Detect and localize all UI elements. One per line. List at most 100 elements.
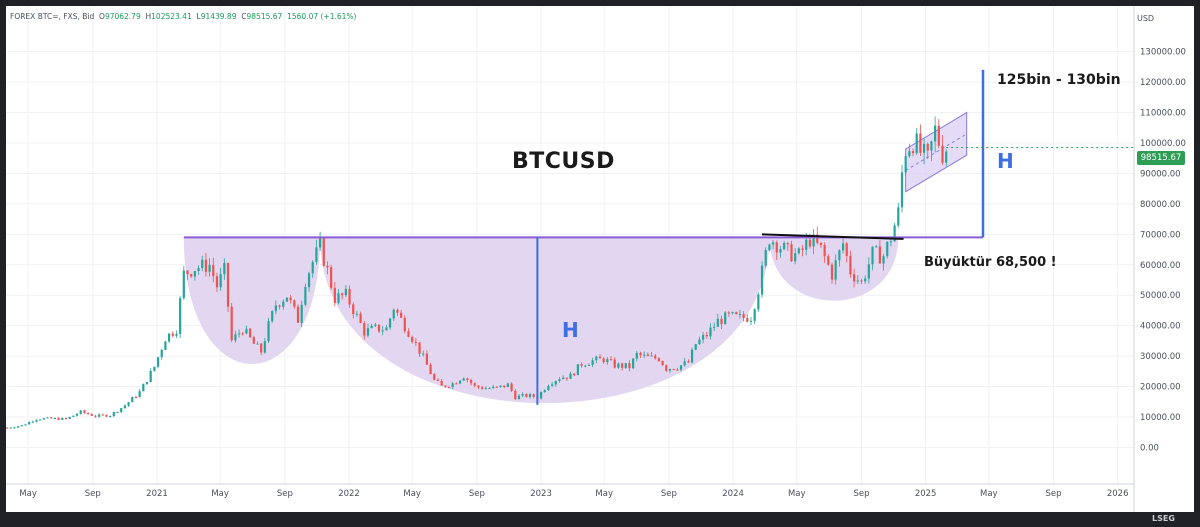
candle-body [808,239,812,247]
candle-body [573,373,576,376]
candle-body [558,379,561,382]
candle-body [790,244,793,262]
candle-body [654,355,657,359]
candle-body [779,249,782,253]
candle-body [120,408,123,412]
cup-height-label: H [562,318,579,342]
x-tick-label: Sep [277,489,293,499]
candle-body [528,394,532,397]
candle-body [690,349,694,363]
candle-body [359,313,362,323]
candle-body [212,264,215,277]
candle-body [473,383,476,386]
candle-body [31,421,34,423]
x-tick-label: 2025 [915,489,937,499]
candle-body [543,390,546,393]
candle-body [783,242,786,250]
candle-body [348,288,351,305]
candle-body [282,301,285,307]
candle-body [926,143,929,151]
candle-body [819,242,823,246]
candle-body [713,326,716,328]
candle-body [864,278,867,282]
candle-body [466,378,469,381]
high-value: 102523.41 [151,12,192,21]
x-tick-label: May [19,489,37,499]
low-label: L [196,12,201,21]
candle-body [856,280,859,282]
y-tick-label: 100000.00 [1140,139,1186,149]
candle-body [249,328,252,338]
candle-body [657,358,661,362]
y-tick-label: 50000.00 [1140,291,1181,301]
candle-body [193,271,196,277]
x-tick-label: Sep [85,489,101,499]
candle-body [197,268,200,272]
candle-body [812,234,815,247]
candle-body [753,309,756,321]
x-tick-label: 2023 [530,489,552,499]
chart-frame: 0.00 10000.00 20000.00 30000.00 40000.00 5000… [6,6,1194,512]
candle-body [900,172,904,208]
candle-body [683,361,686,366]
candle-body [786,242,789,245]
candle-body [53,417,57,419]
handle-shape [769,237,899,301]
candle-body [731,312,734,314]
x-tick-label: 2021 [146,489,168,499]
candle-body [562,377,565,380]
candle-body [289,297,292,301]
candle-body [897,207,900,226]
candle-body [381,330,384,332]
candle-body [679,365,683,370]
candle-body [613,359,616,368]
candle-body [304,287,307,305]
y-tick-label: 110000.00 [1140,109,1186,119]
candle-body [83,410,86,413]
candle-body [569,373,572,379]
candle-body [274,305,278,312]
candle-body [514,390,517,400]
candle-body [746,317,749,322]
x-tick-label: 2022 [338,489,360,499]
candle-body [720,318,723,325]
candle-body [455,383,458,385]
candle-body [447,386,451,388]
candle-body [388,318,392,328]
x-tick-label: May [788,489,806,499]
candle-body [50,417,53,419]
candle-body [794,253,797,262]
candle-body [35,419,38,422]
x-tick-label: May [980,489,998,499]
candle-body [477,385,480,388]
x-tick-label: Sep [1045,489,1061,499]
candle-body [6,427,9,429]
candle-body [226,263,230,307]
candle-body [871,246,874,265]
resistance-trendline [762,233,904,240]
candle-body [702,335,705,340]
candle-body [915,133,918,154]
candle-body [179,298,182,334]
change-value: 1560.07 (+1.61%) [287,12,357,21]
chart-canvas[interactable]: 0.00 10000.00 20000.00 30000.00 40000.00 5000… [6,6,1194,512]
symbol-header: FOREX BTC=, FXS, Bid O97062.79 H102523.4… [10,12,356,21]
candle-body [878,246,881,264]
y-tick-label: 60000.00 [1140,261,1181,271]
main-cup-shape [320,237,770,404]
candle-body [440,380,443,386]
candle-body [271,311,274,322]
candle-body [580,364,583,366]
candle-body [318,238,322,248]
candle-body [245,328,248,334]
target-height-label: H [997,149,1014,173]
candle-body [86,412,90,415]
candle-body [823,245,826,257]
candle-body [333,287,336,303]
candle-body [827,256,830,265]
candle-body [267,321,270,342]
y-tick-label: 70000.00 [1140,230,1181,240]
target-annotation: 125bin - 130bin [997,72,1121,88]
candle-body [355,313,359,315]
candle-body [344,288,347,296]
